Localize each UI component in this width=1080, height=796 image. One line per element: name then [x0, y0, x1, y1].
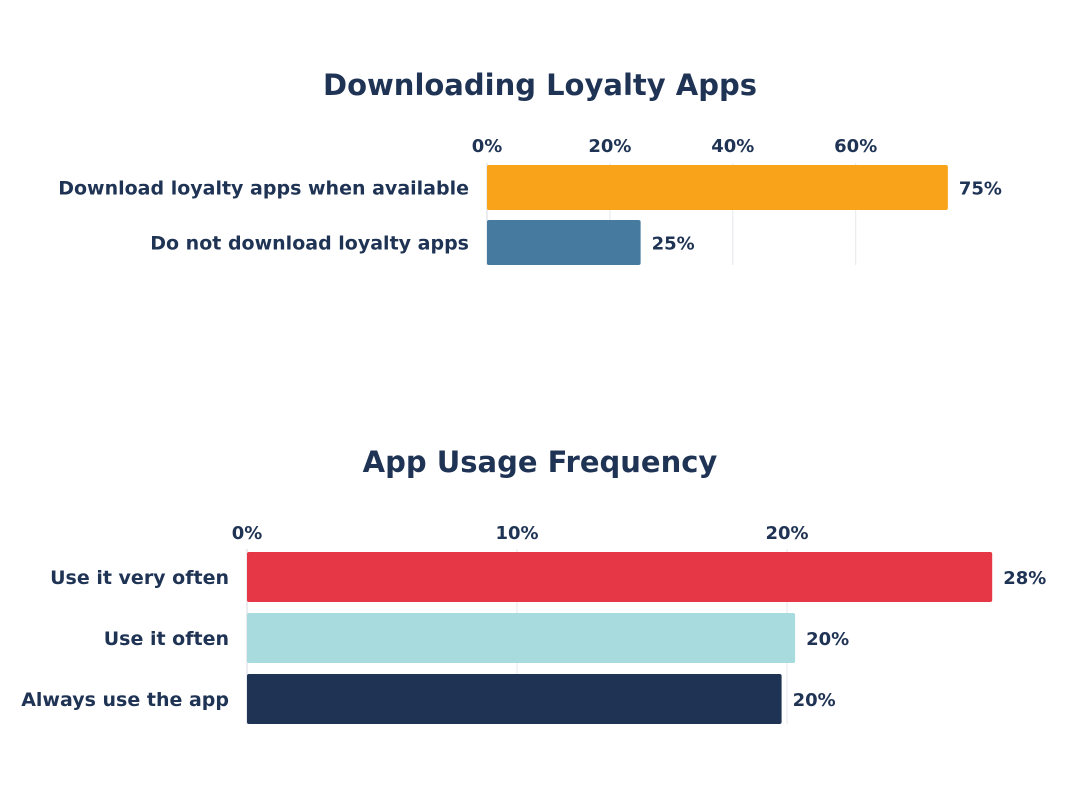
- bar: [247, 552, 993, 602]
- data-label: 25%: [652, 234, 695, 255]
- category-label: Always use the app: [21, 689, 229, 711]
- bar: [247, 674, 782, 724]
- chart-title: Downloading Loyalty Apps: [323, 68, 757, 102]
- chart-app-usage-frequency: App Usage Frequency 0% 10% 20% Use it very…: [21, 445, 1046, 724]
- bar: [247, 613, 796, 663]
- category-label: Do not download loyalty apps: [150, 233, 469, 255]
- chart-title: App Usage Frequency: [363, 445, 718, 479]
- x-tick-label: 0%: [232, 523, 263, 544]
- x-tick-label: 10%: [495, 523, 538, 544]
- x-tick-label: 20%: [765, 523, 808, 544]
- data-label: 20%: [793, 690, 836, 711]
- x-tick-label: 40%: [711, 136, 754, 157]
- data-label: 20%: [806, 629, 849, 650]
- x-tick-label: 60%: [834, 136, 877, 157]
- x-tick-label: 0%: [472, 136, 503, 157]
- chart-downloading-loyalty-apps: Downloading Loyalty Apps 0% 20% 40% 60% Dow…: [58, 68, 1002, 265]
- data-label: 75%: [959, 179, 1002, 200]
- bar: [487, 165, 948, 210]
- data-label: 28%: [1003, 568, 1046, 589]
- category-label: Download loyalty apps when available: [58, 178, 469, 200]
- category-label: Use it often: [104, 628, 229, 650]
- x-tick-label: 20%: [588, 136, 631, 157]
- bar: [487, 220, 641, 265]
- category-label: Use it very often: [50, 567, 229, 589]
